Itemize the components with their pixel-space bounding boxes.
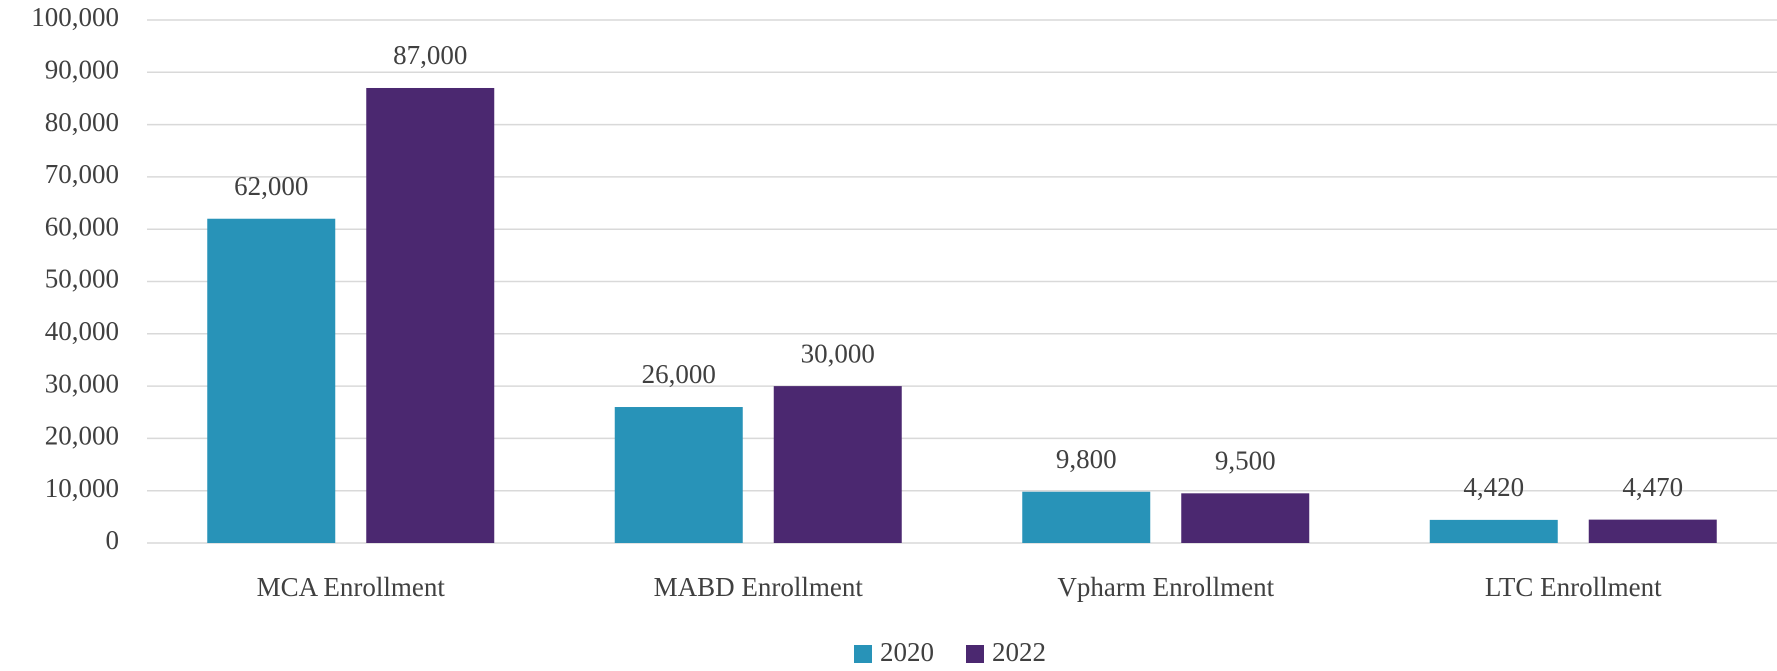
x-tick-label: MCA Enrollment [257,572,446,602]
y-tick-label: 60,000 [45,211,119,241]
y-tick-label: 30,000 [45,368,119,398]
x-tick-label: LTC Enrollment [1485,572,1662,602]
legend-swatch [854,645,872,663]
bar [1588,519,1717,543]
data-label: 4,420 [1463,472,1524,502]
bar [1181,493,1310,543]
bar [366,87,495,544]
data-label: 26,000 [642,359,716,389]
y-tick-label: 100,000 [31,2,119,32]
data-label: 30,000 [801,338,875,368]
y-tick-label: 80,000 [45,107,119,137]
bar [773,386,902,543]
bar [1429,519,1558,543]
y-tick-label: 40,000 [45,316,119,346]
bar [1022,491,1151,543]
bar [614,407,743,543]
y-tick-label: 10,000 [45,473,119,503]
data-label: 62,000 [234,171,308,201]
data-label: 87,000 [393,40,467,70]
y-tick-label: 70,000 [45,159,119,189]
legend-label: 2020 [880,637,934,667]
y-tick-label: 50,000 [45,264,119,294]
data-label: 4,470 [1622,472,1683,502]
bar [207,218,336,544]
y-tick-label: 90,000 [45,55,119,85]
y-tick-label: 20,000 [45,421,119,451]
x-tick-label: Vpharm Enrollment [1057,572,1274,602]
x-tick-label: MABD Enrollment [654,572,864,602]
data-label: 9,800 [1056,444,1117,474]
y-tick-label: 0 [106,525,120,555]
legend-swatch [966,645,984,663]
legend-label: 2022 [992,637,1046,667]
data-label: 9,500 [1215,446,1276,476]
